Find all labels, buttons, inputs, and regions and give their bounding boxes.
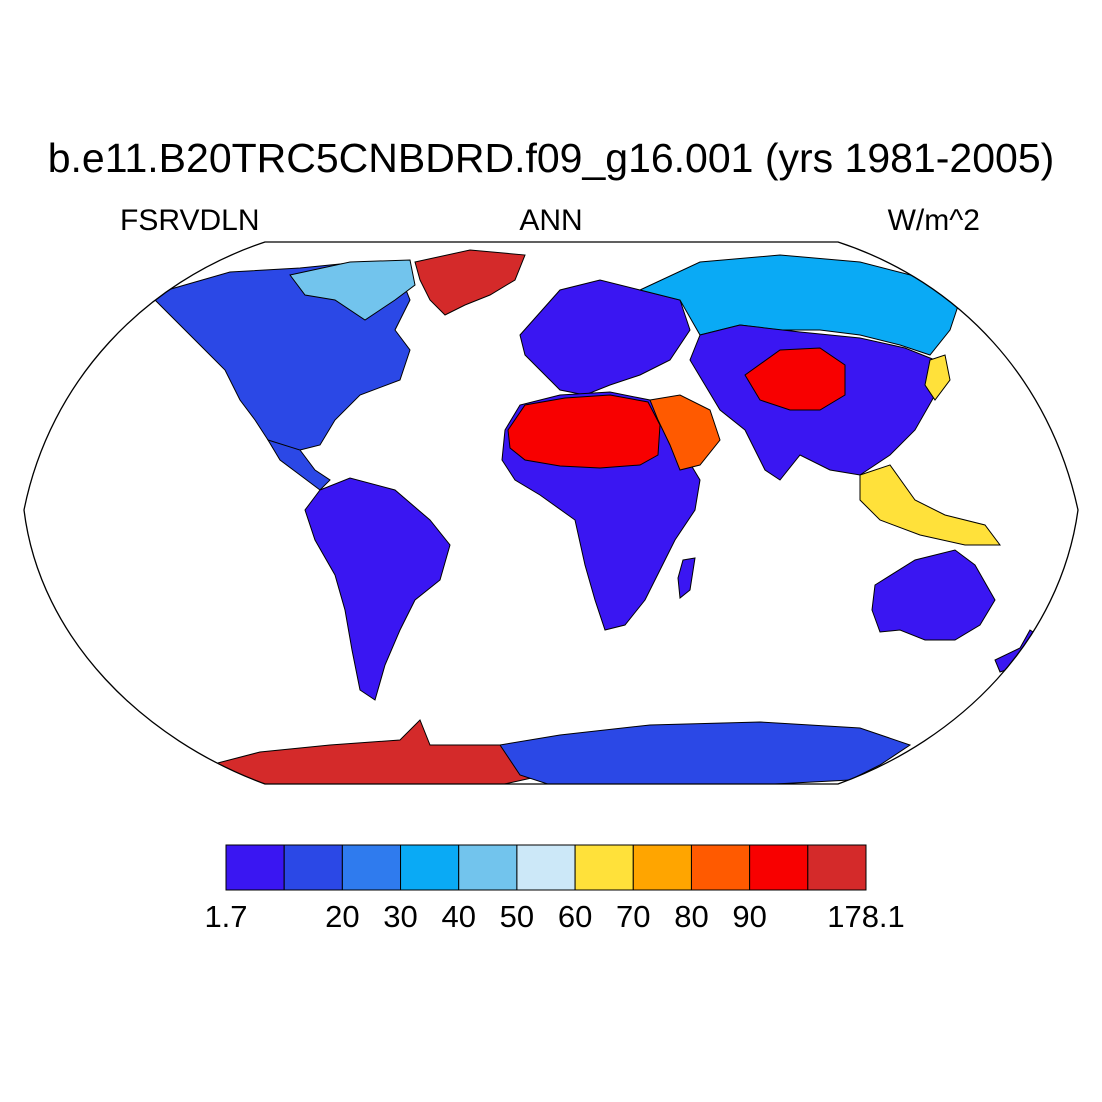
land-south-america	[304, 477, 451, 701]
colorbar-swatch	[400, 844, 460, 891]
colorbar-tick-label: 90	[732, 899, 767, 934]
colorbar-tick-label: 40	[441, 899, 476, 934]
plot-title: b.e11.B20TRC5CNBDRD.f09_g16.001 (yrs 198…	[47, 135, 1055, 181]
land-tibet	[744, 347, 846, 411]
colorbar-tick-label: 178.1	[827, 899, 905, 934]
land-central-america	[266, 439, 331, 491]
colorbar-swatch	[341, 844, 402, 891]
land-greenland	[414, 249, 526, 316]
colorbar-tick-label: 80	[674, 899, 709, 934]
colorbar-swatch	[749, 844, 809, 891]
colorbar-tick-label: 30	[383, 899, 418, 934]
units-label: W/m^2	[887, 204, 980, 237]
colorbar-swatch	[690, 844, 751, 891]
land-japan	[924, 354, 951, 401]
variable-label: FSRVDLN	[120, 204, 260, 237]
land-sahara	[507, 394, 661, 469]
land-madagascar	[677, 557, 696, 599]
colorbar-tick-label: 20	[325, 899, 360, 934]
colorbar-swatch	[283, 844, 343, 891]
colorbar-tick-label: 50	[499, 899, 535, 934]
colorbar-swatch	[225, 844, 285, 891]
colorbar	[225, 844, 867, 891]
season-label: ANN	[519, 204, 583, 237]
land-europe	[519, 279, 691, 396]
land-maritime-asia	[859, 464, 1001, 546]
colorbar-swatch	[574, 844, 634, 891]
colorbar-swatch	[807, 844, 867, 891]
colorbar-swatch	[516, 844, 576, 891]
colorbar-swatch	[632, 844, 692, 891]
land-arabia	[649, 394, 721, 471]
map-border	[23, 241, 1079, 785]
land-canadian-arctic	[289, 259, 416, 321]
colorbar-tick-label: 1.7	[204, 899, 248, 934]
land-antarctica-east	[499, 721, 912, 784]
colorbar-tick-label: 70	[616, 899, 651, 934]
land-australia	[871, 549, 996, 641]
colorbar-tick-label: 60	[557, 899, 593, 934]
colorbar-swatch	[458, 844, 518, 891]
